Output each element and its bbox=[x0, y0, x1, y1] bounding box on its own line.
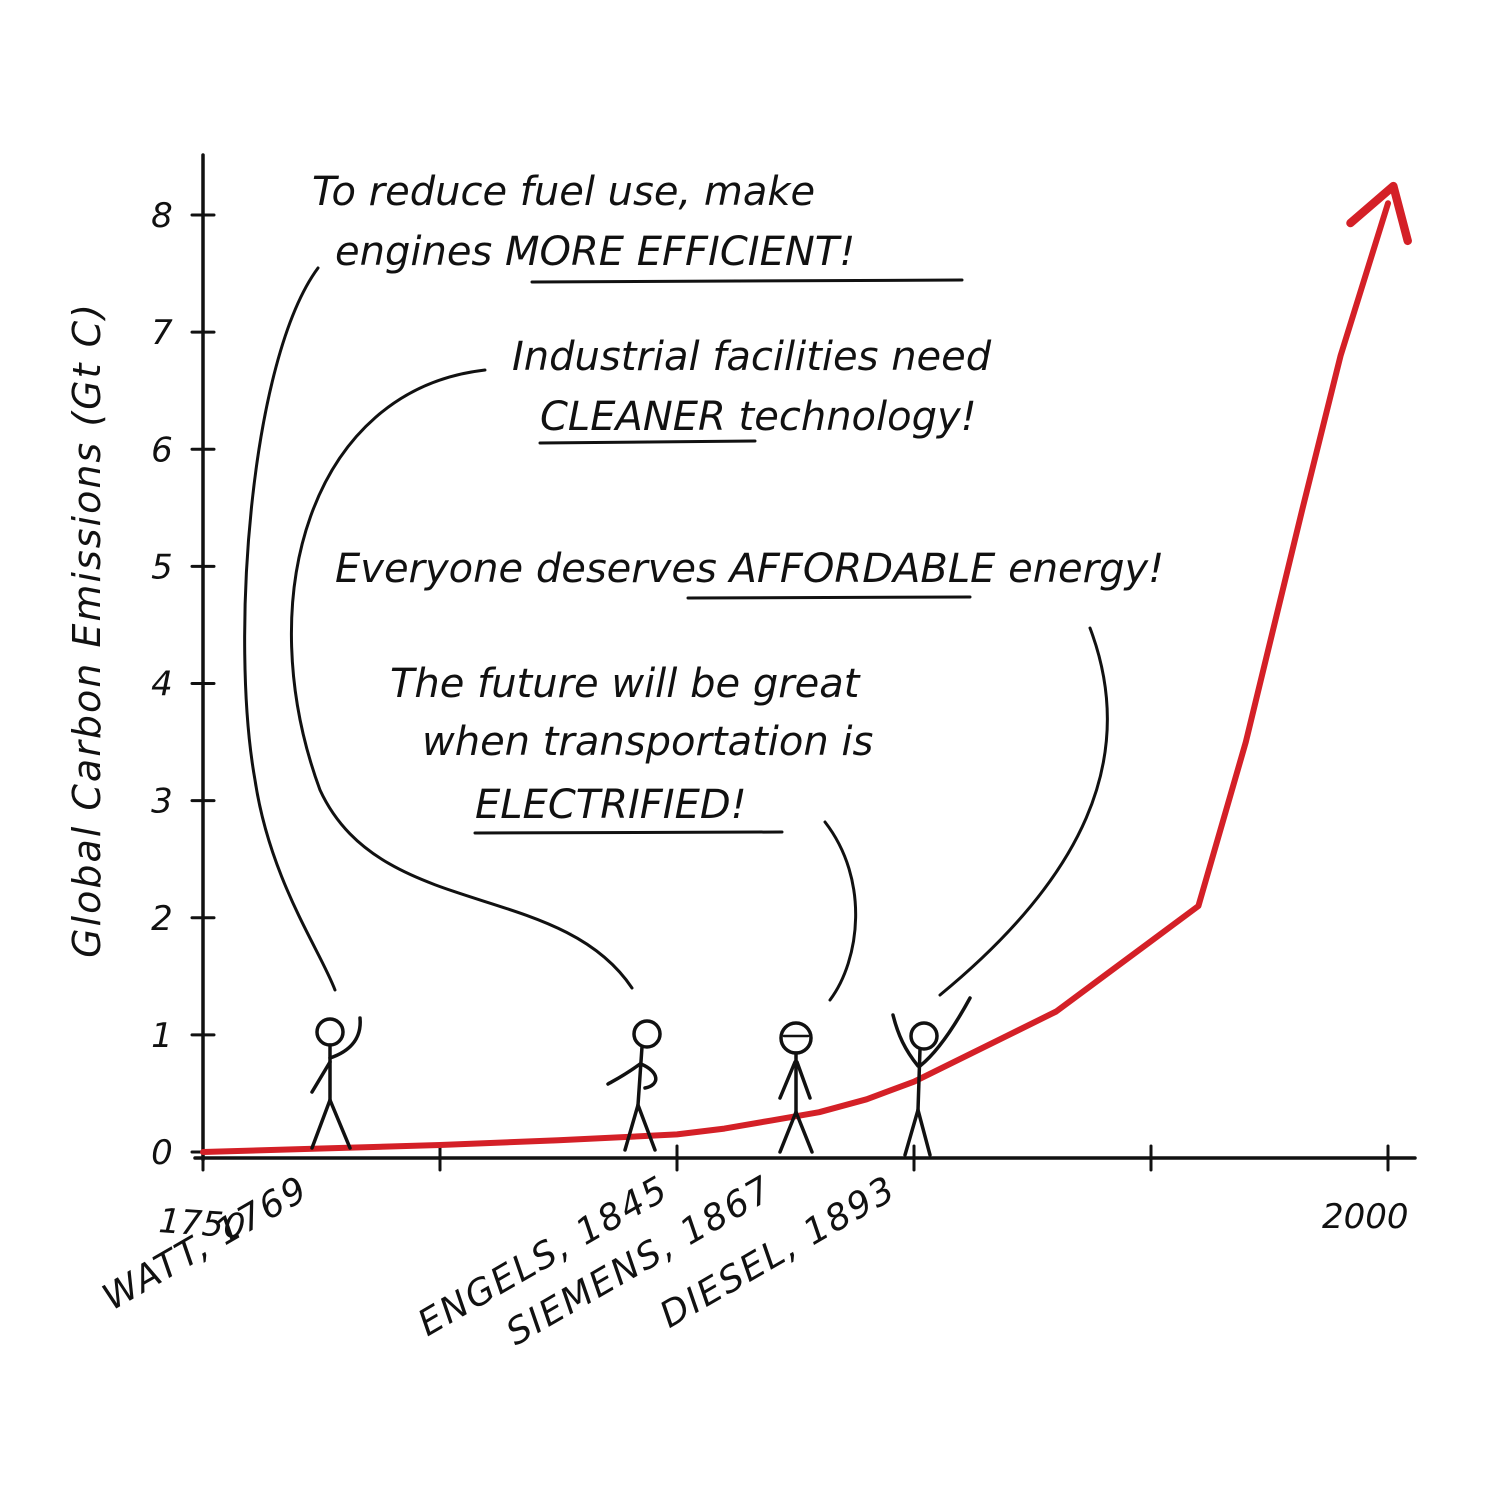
diesel-speech-line bbox=[938, 626, 1109, 997]
y-tick-label-0: 0 bbox=[151, 1133, 173, 1173]
quote-watt-line-2: engines MORE EFFICIENT! bbox=[335, 229, 855, 275]
quote-siemens-line-1: The future will be great bbox=[390, 661, 861, 707]
quote-watt-underline bbox=[530, 278, 964, 284]
y-tick-label-3: 3 bbox=[151, 782, 173, 822]
siemens-stick-figure-icon bbox=[778, 1021, 814, 1154]
quote-engels-underline bbox=[538, 439, 757, 445]
quote-siemens-line-3: ELECTRIFIED! bbox=[475, 782, 747, 828]
y-tick-label-6: 6 bbox=[151, 430, 173, 470]
y-tick-label-7: 7 bbox=[151, 313, 173, 353]
quote-diesel: Everyone deserves AFFORDABLE energy! bbox=[335, 546, 1164, 600]
emissions-series-line bbox=[200, 181, 1412, 1155]
siemens-speech-line bbox=[823, 820, 858, 1002]
quote-watt-line-1: To reduce fuel use, make bbox=[312, 169, 815, 215]
y-tick-label-4: 4 bbox=[151, 665, 173, 705]
x-tick-label-1750: 1750 bbox=[157, 1201, 246, 1247]
quote-siemens-underline bbox=[473, 830, 784, 835]
quote-diesel-underline bbox=[686, 595, 972, 600]
speech-lines bbox=[243, 266, 1109, 1002]
quote-engels: Industrial facilities need CLEANER techn… bbox=[512, 334, 992, 445]
watt-stick-figure-icon bbox=[310, 1016, 362, 1150]
y-tick-label-5: 5 bbox=[151, 547, 173, 587]
y-tick-label-2: 2 bbox=[151, 899, 173, 939]
quote-siemens: The future will be great when transporta… bbox=[390, 661, 873, 835]
y-tick-label-1: 1 bbox=[151, 1016, 173, 1056]
engels-speech-line bbox=[289, 368, 634, 990]
y-ticks: 0 1 2 3 4 5 6 7 8 bbox=[151, 196, 216, 1173]
diesel-stick-figure-icon bbox=[891, 996, 972, 1157]
quote-engels-line-1: Industrial facilities need bbox=[512, 334, 992, 380]
watt-speech-line bbox=[243, 266, 337, 992]
quote-diesel-line-1: Everyone deserves AFFORDABLE energy! bbox=[335, 546, 1164, 592]
engels-stick-figure-icon bbox=[606, 1019, 662, 1152]
y-tick-label-8: 8 bbox=[151, 196, 173, 236]
x-tick-label-2000: 2000 bbox=[1322, 1197, 1409, 1237]
quote-siemens-line-2: when transportation is bbox=[422, 719, 873, 765]
y-axis-label: Global Carbon Emissions (Gt C) bbox=[65, 302, 109, 958]
quote-engels-line-2: CLEANER technology! bbox=[540, 394, 977, 440]
quote-watt: To reduce fuel use, make engines MORE EF… bbox=[312, 169, 964, 284]
